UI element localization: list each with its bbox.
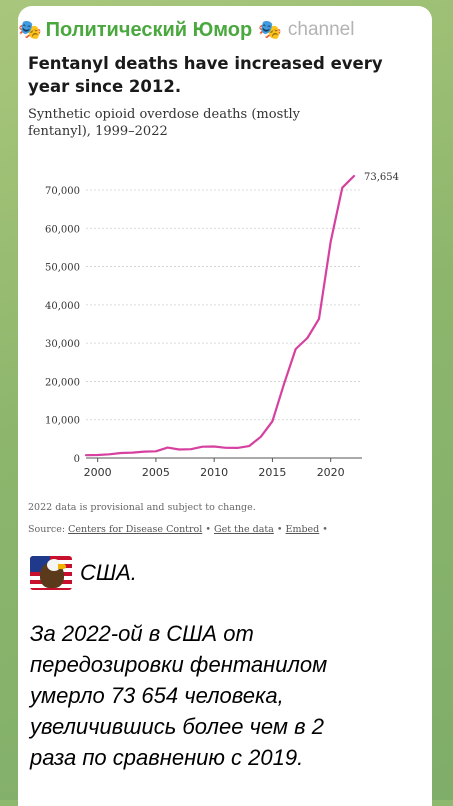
separator: • [276, 524, 283, 535]
y-tick-label: 60,000 [45, 224, 80, 235]
separator: • [322, 524, 328, 535]
channel-tag: channel [287, 19, 355, 40]
chart-source: Source: Centers for Disease Control • Ge… [28, 524, 328, 535]
source-prefix: Source: [28, 524, 66, 535]
line-chart: 0 10,000 20,000 30,000 40,000 50,000 60,000 70,… [45, 172, 399, 479]
chart-note: 2022 data is provisional and subject to … [28, 502, 256, 513]
y-axis-ticks: 0 10,000 20,000 30,000 40,000 50,000 60,000 70,… [45, 186, 80, 465]
chart-subtitle: Synthetic opioid overdose deaths (mostly… [28, 107, 300, 139]
y-tick-label: 10,000 [45, 416, 80, 427]
y-tick-label: 30,000 [45, 339, 80, 350]
flag-caption: США. [80, 560, 137, 585]
embed-link[interactable]: Embed [285, 524, 320, 535]
flag-line: США. [30, 556, 137, 590]
chart-labels: 73,654 [364, 172, 399, 183]
y-tick-label: 20,000 [45, 377, 80, 388]
message-line: раза по сравнению с 2019. [30, 745, 304, 770]
y-tick-label: 70,000 [45, 186, 80, 197]
separator: • [205, 524, 211, 535]
theater-masks-icon: 🎭 [18, 19, 42, 41]
chart-grid [86, 189, 362, 459]
message-line: передозировки фентанилом [30, 652, 328, 677]
x-tick-label: 2010 [200, 466, 228, 479]
y-tick-label: 50,000 [45, 263, 80, 274]
y-tick-label: 0 [74, 454, 80, 465]
x-tick-label: 2005 [142, 466, 170, 479]
message-line: увеличившись более чем в 2 [30, 714, 324, 739]
chart-title: Fentanyl deaths have increased every yea… [28, 54, 383, 96]
series-line [84, 174, 356, 457]
message-line: За 2022-ой в США от [30, 621, 254, 646]
x-tick-label: 2020 [317, 466, 345, 479]
x-axis-ticks: 2000 2005 2010 2015 2020 [84, 458, 345, 479]
message-line: умерло 73 654 человека, [30, 683, 284, 708]
channel-header[interactable]: 🎭 Политический Юмор 🎭 channel [18, 14, 443, 46]
chart-series [84, 174, 356, 457]
source-link[interactable]: Centers for Disease Control [68, 524, 203, 535]
end-data-label: 73,654 [364, 172, 399, 183]
message-bubble [18, 6, 432, 806]
y-tick-label: 40,000 [45, 301, 80, 312]
x-tick-label: 2000 [84, 466, 112, 479]
x-tick-label: 2015 [258, 466, 286, 479]
channel-name[interactable]: Политический Юмор [45, 18, 253, 41]
message-text: За 2022-ой в США от передозировки фентан… [30, 618, 420, 773]
theater-masks-icon: 🎭 [258, 19, 282, 41]
get-data-link[interactable]: Get the data [213, 524, 274, 535]
us-flag-eagle-icon [30, 556, 72, 590]
